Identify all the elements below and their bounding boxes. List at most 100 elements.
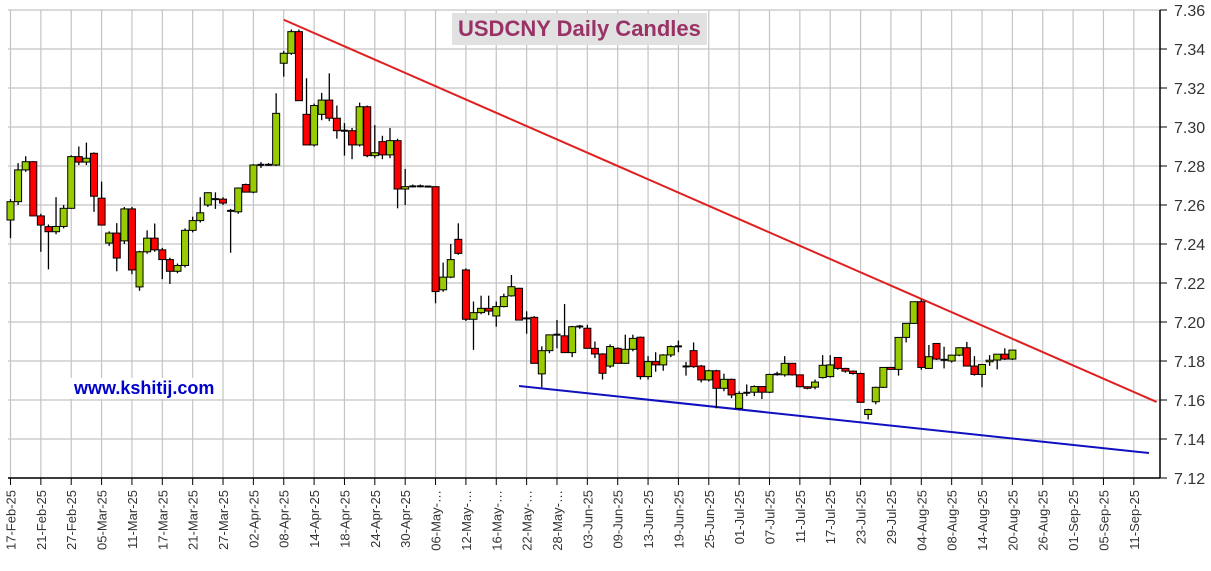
candle-up (719, 378, 728, 389)
candle-down (431, 186, 440, 293)
x-tick-label: 17-Jul-25 (823, 490, 838, 544)
y-tick-label: 7.26 (1174, 198, 1205, 215)
candle-down (325, 99, 334, 119)
candle-down (44, 226, 53, 233)
candle-up (666, 346, 675, 356)
candle-up (628, 337, 637, 350)
y-tick-label: 7.36 (1174, 3, 1205, 20)
candle-up (644, 361, 653, 378)
candle-up (879, 366, 888, 388)
candle-up (864, 409, 873, 415)
x-tick-label: 23-Jul-25 (854, 490, 869, 544)
candle-up (188, 220, 197, 231)
candle-down (917, 301, 926, 368)
candle-down (158, 249, 167, 261)
candle-down (363, 106, 372, 157)
candle-up (606, 346, 615, 367)
candle-up (370, 152, 379, 157)
candle-up (985, 359, 994, 363)
candle-up (492, 306, 501, 317)
x-tick-label: 24-Apr-25 (368, 490, 383, 548)
y-tick-label: 7.20 (1174, 315, 1205, 332)
candle-up (386, 140, 394, 156)
candle-down (530, 316, 539, 364)
candle-down (378, 141, 387, 156)
candle-up (871, 386, 880, 403)
candle-up (67, 156, 76, 209)
candle-down (348, 130, 357, 146)
candle-up (203, 192, 212, 206)
x-tick-label: 29-Jul-25 (884, 490, 899, 544)
x-tick-label: 02-Apr-25 (246, 490, 261, 548)
x-tick-label: 25-Jun-25 (702, 490, 717, 549)
candle-down (712, 370, 721, 389)
x-tick-label: 09-Jun-25 (611, 490, 626, 549)
candle-down (219, 198, 228, 204)
candle-down (97, 197, 106, 226)
candle-up (765, 373, 774, 393)
y-tick-label: 7.24 (1174, 237, 1205, 254)
candle-down (841, 367, 850, 372)
candle-down (757, 386, 766, 393)
candle-up (507, 286, 516, 297)
candle-up (6, 201, 15, 221)
resistance-trendline (283, 18, 1157, 403)
x-tick-label: 21-Mar-25 (186, 490, 201, 550)
candle-down (689, 350, 698, 368)
candle-up (21, 161, 30, 171)
candle-up (181, 229, 190, 266)
x-tick-label: 28-May-… (550, 490, 565, 551)
x-tick-label: 14-Aug-25 (975, 490, 990, 551)
candle-down (89, 152, 98, 197)
candle-down (484, 307, 493, 312)
candle-up (909, 301, 918, 324)
candle-up (59, 207, 68, 227)
x-tick-label: 20-Aug-25 (1005, 490, 1020, 551)
candle-down (727, 378, 736, 396)
candle-up (477, 307, 486, 314)
x-tick-label: 22-May-… (520, 490, 535, 551)
candle-up (317, 99, 326, 115)
candle-down (454, 238, 463, 254)
x-tick-label: 18-Apr-25 (337, 490, 352, 548)
candle-up (401, 186, 410, 190)
x-tick-label: 07-Jul-25 (763, 490, 778, 544)
candle-up (105, 232, 114, 244)
y-tick-label: 7.28 (1174, 159, 1205, 176)
candle-up (735, 392, 744, 409)
candle-up (234, 187, 243, 213)
candle-up (780, 362, 789, 376)
y-tick-label: 7.22 (1174, 276, 1205, 293)
candle-up (446, 259, 455, 278)
candle-up (1008, 349, 1017, 360)
y-tick-label: 7.12 (1174, 471, 1205, 488)
candle-down (332, 117, 341, 132)
candle-down (613, 347, 622, 364)
x-tick-label: 05-Mar-25 (95, 490, 110, 550)
x-tick-label: 17-Feb-25 (4, 490, 19, 550)
candle-up (902, 322, 911, 338)
trendlines (283, 18, 1157, 455)
candle-up (82, 157, 91, 163)
x-tick-label: 19-Jun-25 (671, 490, 686, 549)
candle-up (310, 105, 319, 146)
candle-down (294, 31, 303, 102)
y-tick-label: 7.32 (1174, 81, 1205, 98)
candle-down (651, 361, 660, 366)
candle-up (196, 212, 205, 222)
x-tick-label: 14-Apr-25 (307, 490, 322, 548)
candle-up (439, 276, 448, 291)
candle-up (120, 208, 129, 242)
x-tick-label: 08-Aug-25 (945, 490, 960, 551)
candle-up (355, 106, 364, 146)
candle-up (143, 237, 152, 253)
candle-down (590, 347, 599, 355)
candle-down (833, 356, 842, 369)
candle-up (811, 381, 820, 388)
candle-down (598, 353, 607, 374)
candle-up (173, 264, 182, 272)
candle-down (636, 336, 645, 378)
axes: 7.12 7.14 7.16 7.18 7.20 7.22 7.24 7.26 7.28 7.30… (4, 3, 1206, 551)
candle-down (803, 386, 812, 389)
x-tick-label: 04-Aug-25 (914, 490, 929, 551)
